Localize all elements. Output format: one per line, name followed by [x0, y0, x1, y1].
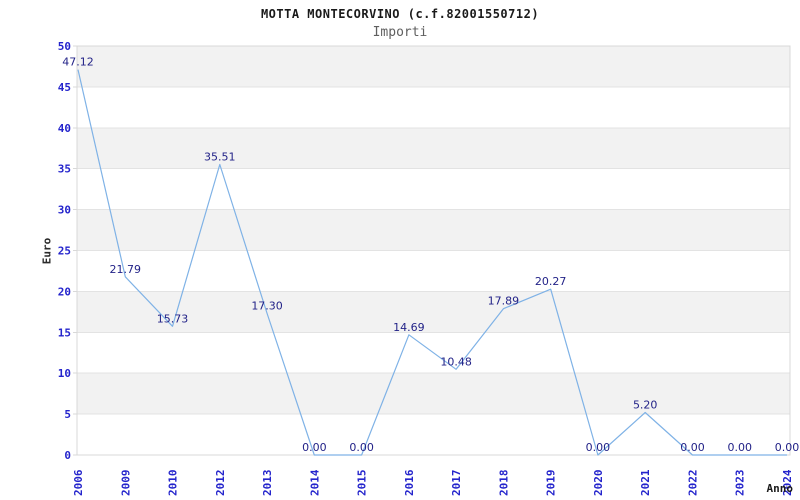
data-point-label: 0.00 — [302, 441, 327, 454]
data-point-label: 17.89 — [488, 295, 520, 308]
data-point-label: 0.00 — [775, 441, 800, 454]
x-tick-label: 2009 — [119, 470, 132, 497]
x-tick-label: 2021 — [639, 469, 652, 496]
x-tick-label: 2012 — [214, 470, 227, 497]
data-point-label: 0.00 — [586, 441, 611, 454]
plot-band — [77, 46, 790, 87]
y-tick-label: 10 — [58, 367, 71, 380]
x-tick-label: 2018 — [497, 469, 510, 496]
x-tick-label: 2013 — [261, 470, 274, 497]
x-tick-label: 2016 — [403, 469, 416, 496]
y-tick-label: 30 — [58, 204, 71, 217]
data-point-label: 10.48 — [440, 355, 472, 368]
data-point-label: 15.73 — [157, 312, 189, 325]
y-tick-label: 25 — [58, 245, 71, 258]
x-tick-label: 2006 — [72, 469, 85, 496]
x-axis-title: Anno — [766, 482, 794, 495]
data-point-label: 14.69 — [393, 321, 425, 334]
x-tick-label: 2010 — [167, 470, 180, 497]
y-tick-label: 40 — [58, 122, 71, 135]
chart-subtitle: Importi — [372, 25, 428, 40]
y-tick-label: 50 — [58, 40, 71, 53]
data-point-label: 5.20 — [633, 398, 658, 411]
y-tick-label: 35 — [58, 163, 71, 176]
x-tick-label: 2017 — [450, 470, 463, 497]
data-point-label: 0.00 — [727, 441, 752, 454]
x-tick-label: 2015 — [356, 470, 369, 497]
x-tick-label: 2014 — [308, 469, 321, 496]
plot-band — [77, 209, 790, 251]
plot-band — [77, 373, 790, 415]
y-tick-label: 45 — [58, 81, 71, 94]
x-tick-label: 2019 — [545, 470, 558, 497]
plot-band — [77, 291, 790, 333]
y-tick-label: 0 — [64, 449, 71, 462]
plot-band — [77, 127, 790, 169]
y-tick-label: 20 — [58, 285, 71, 298]
data-point-label: 0.00 — [680, 441, 705, 454]
data-point-label: 0.00 — [349, 441, 374, 454]
x-tick-label: 2020 — [592, 470, 605, 497]
y-axis-title: Euro — [40, 237, 54, 265]
chart-title: MOTTA MONTECORVINO (c.f.82001550712) — [260, 7, 540, 21]
data-point-label: 17.30 — [251, 299, 283, 312]
data-point-label: 47.12 — [62, 56, 94, 69]
data-line — [77, 69, 787, 456]
y-tick-label: 15 — [58, 326, 71, 339]
data-point-label: 35.51 — [204, 151, 236, 164]
x-tick-label: 2022 — [686, 470, 699, 497]
data-point-label: 20.27 — [535, 275, 567, 288]
x-tick-label: 2023 — [734, 470, 747, 497]
data-point-label: 21.79 — [110, 263, 142, 276]
y-tick-label: 5 — [64, 408, 71, 421]
x-tick-label: 2024 — [781, 469, 794, 496]
